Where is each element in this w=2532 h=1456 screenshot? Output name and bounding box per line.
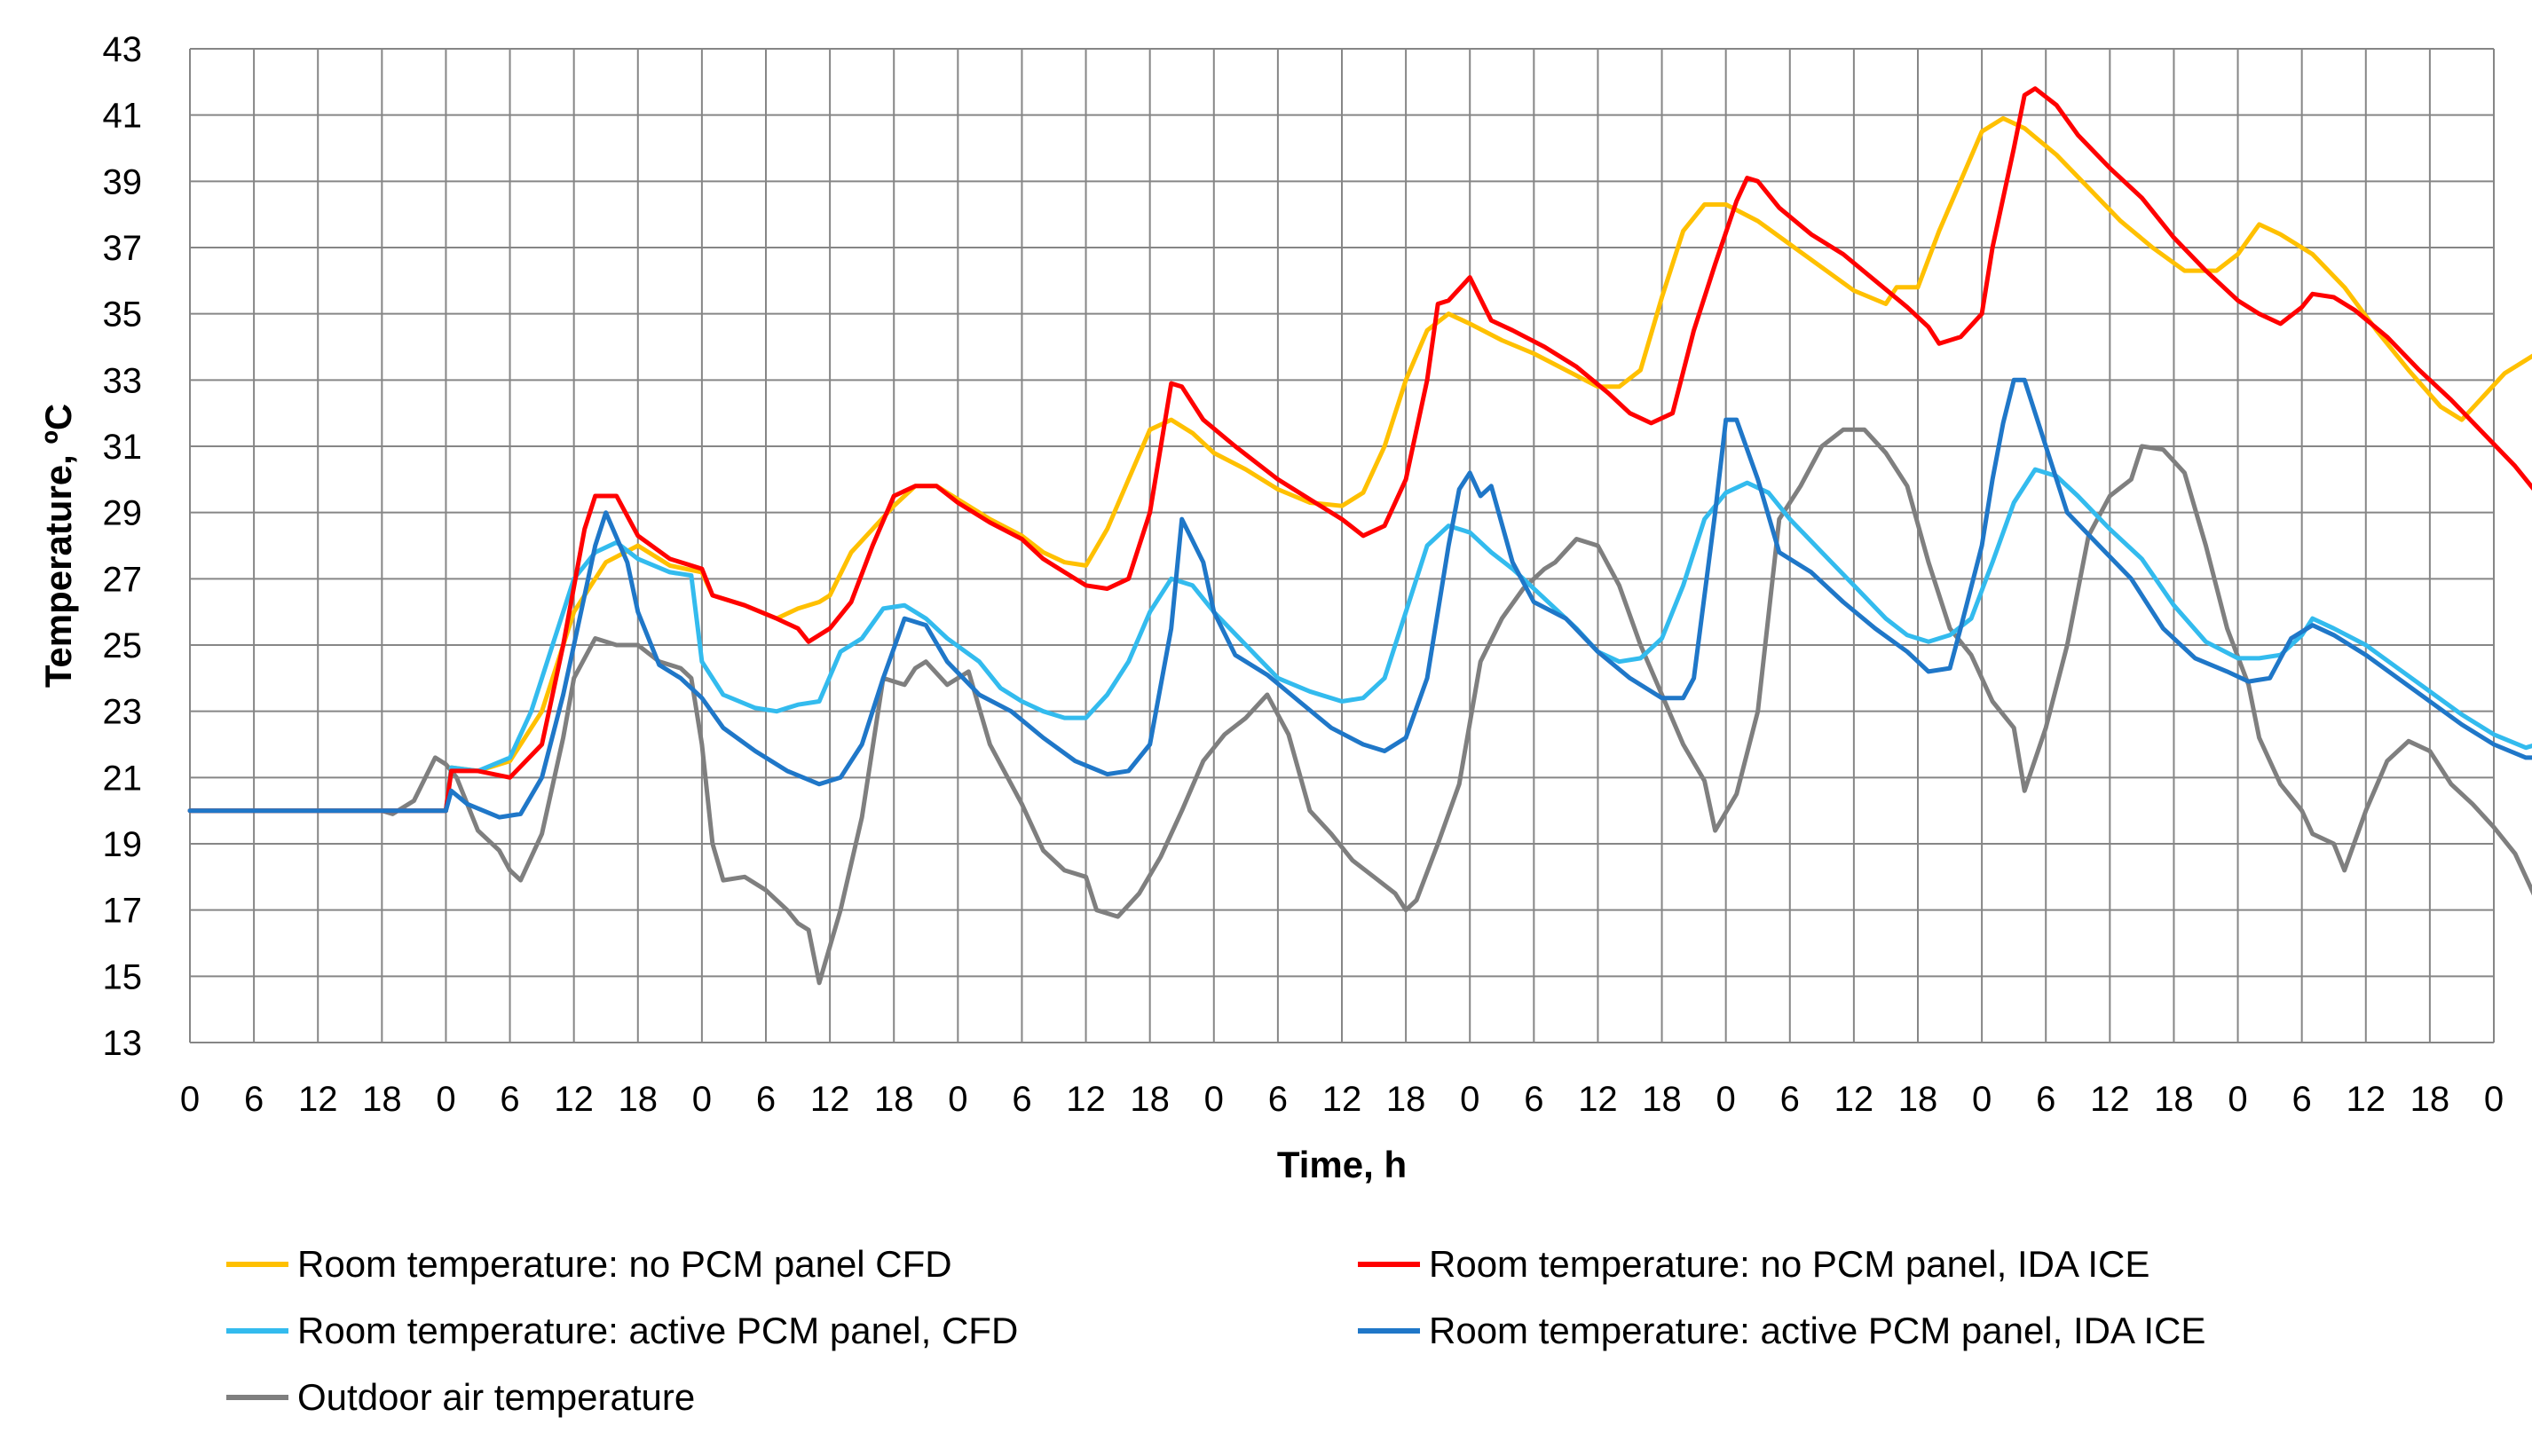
y-tick-label: 41 — [103, 97, 143, 136]
x-tick-label: 12 — [2347, 1080, 2386, 1119]
legend-label: Room temperature: active PCM panel, CFD — [297, 1310, 1018, 1351]
x-tick-label: 0 — [2228, 1080, 2247, 1119]
y-axis-title: Temperature, ºC — [37, 404, 79, 688]
x-tick-label: 6 — [756, 1080, 776, 1119]
series-line-1 — [187, 86, 2532, 814]
series-line-3 — [187, 377, 2532, 820]
x-tick-label: 6 — [2036, 1080, 2055, 1119]
x-tick-label: 0 — [2484, 1080, 2504, 1119]
x-tick-label: 12 — [1322, 1080, 1362, 1119]
x-tick-label: 0 — [948, 1080, 967, 1119]
y-tick-label: 37 — [103, 229, 143, 268]
x-tick-label: 0 — [436, 1080, 455, 1119]
x-tick-label: 0 — [1460, 1080, 1479, 1119]
series-lines — [187, 86, 2532, 986]
x-tick-label: 18 — [619, 1080, 659, 1119]
y-tick-label: 31 — [103, 428, 143, 467]
x-axis-tick-labels: 0 6 12 18 0 6 12 18 0 6 12 18 0 6 12 18 0 6 12 18 0 6 12 18 0 6 12… — [180, 1080, 2504, 1119]
y-tick-label: 39 — [103, 162, 143, 201]
x-tick-label: 18 — [1898, 1080, 1938, 1119]
x-tick-label: 0 — [1716, 1080, 1736, 1119]
y-tick-label: 13 — [103, 1024, 143, 1063]
legend-label: Outdoor air temperature — [297, 1376, 695, 1418]
x-tick-label: 18 — [2154, 1080, 2194, 1119]
vertical-gridlines — [189, 49, 2495, 1043]
legend-label: Room temperature: active PCM panel, IDA … — [1429, 1310, 2205, 1351]
legend: Room temperature: no PCM panel CFD Room t… — [226, 1243, 2205, 1418]
y-tick-label: 23 — [103, 693, 143, 732]
x-tick-label: 6 — [2292, 1080, 2312, 1119]
x-tick-label: 12 — [2090, 1080, 2130, 1119]
series-line-4 — [187, 427, 2532, 986]
x-tick-label: 0 — [1972, 1080, 1992, 1119]
x-tick-label: 18 — [2410, 1080, 2450, 1119]
x-tick-label: 6 — [500, 1080, 519, 1119]
y-tick-label: 33 — [103, 361, 143, 400]
x-tick-label: 12 — [298, 1080, 338, 1119]
x-axis-title: Time, h — [1277, 1144, 1407, 1185]
y-tick-label: 17 — [103, 892, 143, 931]
y-tick-label: 15 — [103, 957, 143, 996]
x-tick-label: 18 — [1642, 1080, 1682, 1119]
x-tick-label: 18 — [1130, 1080, 1170, 1119]
x-tick-label: 12 — [1834, 1080, 1874, 1119]
x-tick-label: 12 — [1066, 1080, 1106, 1119]
y-axis-tick-labels: 13 15 17 19 21 23 25 27 29 31 33 35 37 39 41 43 — [103, 30, 143, 1063]
x-tick-label: 6 — [1268, 1080, 1288, 1119]
x-tick-label: 6 — [1012, 1080, 1031, 1119]
y-tick-label: 43 — [103, 30, 143, 69]
series-line-0 — [187, 115, 2532, 814]
y-tick-label: 27 — [103, 560, 143, 599]
y-tick-label: 29 — [103, 494, 143, 533]
legend-label: Room temperature: no PCM panel, IDA ICE — [1429, 1243, 2149, 1285]
x-tick-label: 12 — [810, 1080, 850, 1119]
x-tick-label: 6 — [1780, 1080, 1800, 1119]
x-tick-label: 12 — [1578, 1080, 1618, 1119]
x-tick-label: 6 — [244, 1080, 264, 1119]
x-tick-label: 0 — [692, 1080, 712, 1119]
x-tick-label: 18 — [1386, 1080, 1426, 1119]
y-tick-label: 19 — [103, 825, 143, 864]
horizontal-gridlines — [190, 48, 2494, 1043]
x-tick-label: 18 — [874, 1080, 914, 1119]
x-tick-label: 18 — [362, 1080, 402, 1119]
x-tick-label: 0 — [1204, 1080, 1224, 1119]
series-line-2 — [187, 467, 2532, 814]
legend-label: Room temperature: no PCM panel CFD — [297, 1243, 952, 1285]
x-tick-label: 0 — [180, 1080, 200, 1119]
y-tick-label: 35 — [103, 295, 143, 334]
x-tick-label: 6 — [1524, 1080, 1543, 1119]
x-tick-label: 12 — [554, 1080, 594, 1119]
y-tick-label: 21 — [103, 759, 143, 798]
y-tick-label: 25 — [103, 626, 143, 665]
